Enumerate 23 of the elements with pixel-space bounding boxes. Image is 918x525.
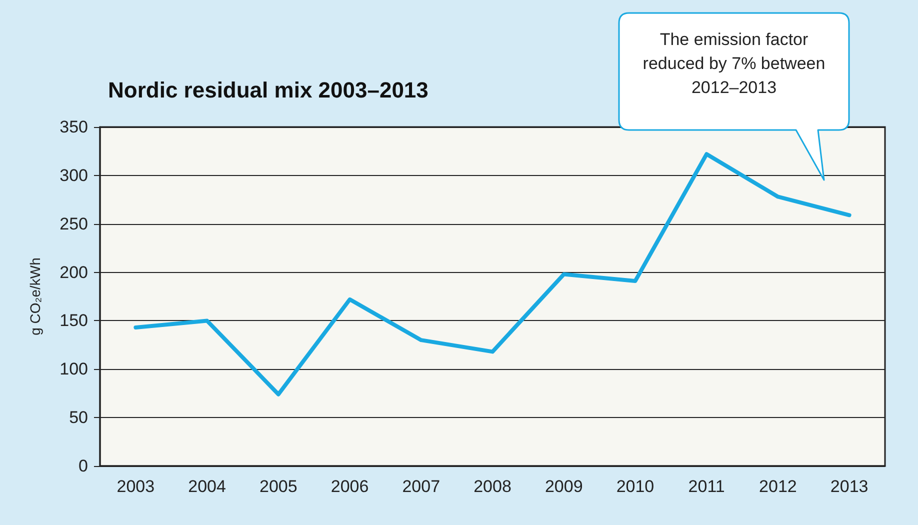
x-tick-label: 2004 [188, 477, 226, 496]
y-tick-label: 350 [60, 118, 88, 136]
x-tick-label: 2003 [116, 477, 155, 496]
x-tick-label: 2008 [474, 477, 512, 496]
x-tick-label: 2013 [830, 477, 868, 496]
y-tick-label: 0 [78, 456, 88, 476]
x-tick-label: 2007 [402, 477, 440, 496]
text: The emission factor reduced by 7% between 2012–2013 [642, 29, 826, 99]
x-tick-label: 2012 [759, 477, 797, 496]
x-tick-label: 2005 [259, 477, 298, 496]
y-tick-label: 50 [69, 408, 88, 428]
y-tick-label: 250 [60, 214, 88, 234]
chart-title: Nordic residual mix 2003–2013 [108, 78, 428, 102]
line-series [134, 152, 852, 396]
y-axis-title: g CO₂e/kWh [27, 258, 43, 336]
y-tick-label: 300 [60, 166, 88, 185]
y-tick-label: 100 [60, 360, 88, 379]
x-tick-label: 2006 [330, 477, 369, 496]
x-tick-label: 2009 [544, 477, 583, 496]
x-tick-label: 2011 [688, 477, 725, 496]
x-tick-label: 2010 [616, 477, 654, 496]
y-tick-label: 200 [60, 262, 88, 282]
y-tick-label: 150 [60, 311, 88, 330]
